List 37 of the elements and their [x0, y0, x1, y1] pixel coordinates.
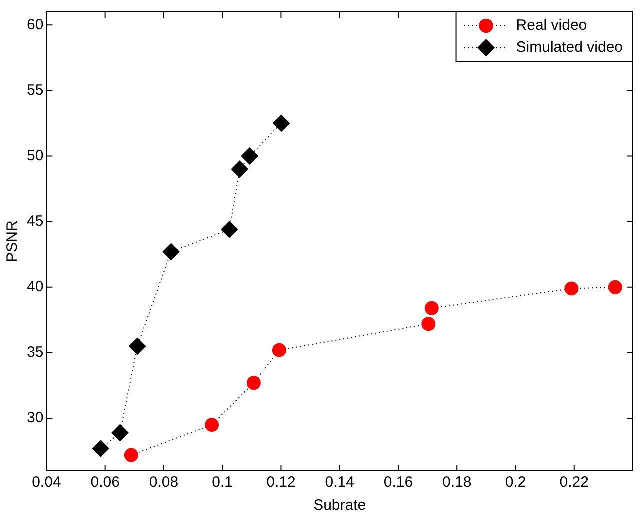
- y-tick-label: 30: [26, 410, 44, 427]
- point: [422, 317, 436, 332]
- x-tick-label: 0.18: [442, 474, 472, 492]
- y-tick-label: 55: [26, 82, 44, 99]
- x-tick-label: 0.08: [149, 474, 179, 492]
- x-tick-label: 0.12: [266, 474, 296, 492]
- point: [162, 243, 180, 260]
- point: [241, 148, 258, 165]
- x-axis-title: Subrate: [314, 497, 366, 514]
- x-tick-label: 0.16: [384, 474, 414, 492]
- point: [564, 282, 579, 296]
- point: [608, 280, 622, 294]
- x-tick-label: 0.22: [560, 474, 589, 492]
- legend-label: Simulated video: [516, 39, 624, 56]
- x-tick-label: 0.04: [32, 474, 62, 492]
- point: [205, 418, 220, 432]
- y-tick-label: 40: [26, 278, 44, 296]
- y-tick-label: 50: [26, 147, 44, 164]
- y-axis-title: PSNR: [4, 220, 22, 262]
- y-tick-label: 45: [26, 212, 44, 230]
- point: [221, 221, 238, 238]
- point: [129, 338, 146, 355]
- x-tick-label: 0.06: [90, 474, 120, 492]
- y-tick-label: 35: [26, 344, 44, 362]
- point: [246, 376, 261, 390]
- x-tick-label: 0.1: [212, 474, 234, 492]
- point: [424, 301, 439, 316]
- x-tick-label: 0.14: [325, 474, 354, 492]
- point: [272, 343, 286, 358]
- point: [231, 160, 248, 178]
- x-tick-label: 0.2: [505, 474, 526, 492]
- point: [112, 424, 129, 442]
- legend-label: Real video: [516, 17, 588, 34]
- y-tick-label: 60: [26, 16, 44, 34]
- point: [273, 114, 290, 132]
- point: [92, 440, 110, 458]
- point: [124, 448, 138, 462]
